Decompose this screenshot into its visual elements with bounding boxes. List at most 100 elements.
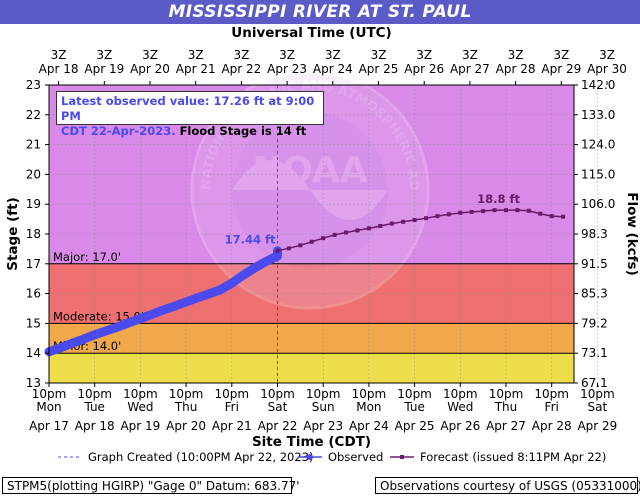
forecast-point <box>321 236 326 241</box>
x-tick-time: 10pm <box>397 387 432 401</box>
y2-tick-label: 67.1 <box>581 376 608 390</box>
forecast-point <box>492 208 497 213</box>
y2-tick-label: 98.3 <box>581 227 608 241</box>
x-tick-time: 10pm <box>352 387 387 401</box>
observed-point <box>252 265 258 271</box>
top-tick-z: 3Z <box>416 48 432 62</box>
observed-series-line <box>44 246 282 357</box>
x-tick-date: Apr 21 <box>212 419 252 433</box>
top-tick-date: Apr 21 <box>176 62 216 76</box>
top-tick-date: Apr 22 <box>221 62 261 76</box>
threshold-label-major: Major: 17.0' <box>53 250 121 264</box>
forecast-point <box>378 223 383 228</box>
y-tick-label: 22 <box>26 108 41 122</box>
x-tick-date: Apr 28 <box>532 419 572 433</box>
observed-point <box>92 332 98 338</box>
top-tick-date: Apr 26 <box>404 62 444 76</box>
top-tick-z: 3Z <box>553 48 569 62</box>
forecast-point <box>389 221 394 226</box>
x-tick-date: Apr 18 <box>75 419 115 433</box>
top-tick-date: Apr 20 <box>130 62 170 76</box>
svg-text:NOAA: NOAA <box>252 150 368 191</box>
right-axis-title: Flow (kcfs) <box>624 192 640 276</box>
x-tick-time: 10pm <box>580 387 615 401</box>
top-tick-date: Apr 30 <box>587 62 627 76</box>
observed-point <box>160 307 166 313</box>
plot-frame <box>48 84 575 384</box>
forecast-point <box>526 208 531 213</box>
observed-peak-label: 17.44 ft <box>225 233 276 247</box>
hydrograph-chart: NATIONAL OCEANIC AND ATMOSPHERIC ADMINIS… <box>5 25 640 464</box>
top-tick-date: Apr 28 <box>496 62 536 76</box>
top-tick-date: Apr 18 <box>39 62 79 76</box>
threshold-label-moderate: Moderate: 15.0' <box>53 309 144 323</box>
y-tick-label: 14 <box>26 346 41 360</box>
chart-title: MISSISSIPPI RIVER AT ST. PAUL <box>0 0 640 24</box>
x-tick-time: 10pm <box>169 387 204 401</box>
top-tick-date: Apr 23 <box>267 62 307 76</box>
x-tick-time: 10pm <box>306 387 341 401</box>
forecast-point <box>458 210 463 215</box>
x-tick-day: Wed <box>447 400 473 414</box>
observed-point <box>80 336 86 342</box>
legend-forecast-label: Forecast (issued 8:11PM Apr 22) <box>420 450 606 464</box>
x-tick-day: Thu <box>494 400 518 414</box>
info-box: Latest observed value: 17.26 ft at 9:00 … <box>56 91 324 138</box>
y-tick-label: 15 <box>26 316 41 330</box>
band-moderate <box>49 323 574 354</box>
forecast-point <box>355 228 360 233</box>
observed-point <box>103 328 109 334</box>
x-tick-date: Apr 25 <box>395 419 435 433</box>
legend-forecast-marker <box>400 455 404 459</box>
x-tick-date: Apr 20 <box>166 419 206 433</box>
y2-tick-label: 85.3 <box>581 287 608 301</box>
y2-tick-label: 124.0 <box>581 138 615 152</box>
x-tick-time: 10pm <box>123 387 158 401</box>
top-tick-z: 3Z <box>233 48 249 62</box>
top-tick-z: 3Z <box>462 48 478 62</box>
y2-tick-label: 73.1 <box>581 346 608 360</box>
legend-created-label: Graph Created (10:00PM Apr 22, 2023) <box>88 450 314 464</box>
footer-usgs: Observations courtesy of USGS (05331000) <box>375 477 640 494</box>
observed-point <box>194 295 201 301</box>
forecast-point <box>309 239 314 244</box>
y-tick-label: 20 <box>26 167 41 181</box>
y-tick-label: 18 <box>26 227 41 241</box>
observed-point <box>126 320 132 326</box>
x-tick-day: Sat <box>588 400 608 414</box>
top-tick-z: 3Z <box>51 48 67 62</box>
x-tick-day: Mon <box>356 400 381 414</box>
legend-observed-label: Observed <box>328 450 383 464</box>
forecast-point <box>435 214 440 219</box>
x-tick-time: 10pm <box>260 387 295 401</box>
y-tick-label: 19 <box>26 197 41 211</box>
x-tick-day: Fri <box>545 400 559 414</box>
top-tick-z: 3Z <box>279 48 295 62</box>
forecast-point <box>366 226 371 231</box>
y2-tick-label: 106.0 <box>581 197 615 211</box>
top-tick-z: 3Z <box>96 48 112 62</box>
top-tick-z: 3Z <box>325 48 341 62</box>
top-axis-title: Universal Time (UTC) <box>231 25 391 41</box>
observed-point <box>274 253 281 259</box>
x-tick-day: Sat <box>268 400 288 414</box>
band-minor <box>49 353 574 383</box>
forecast-point <box>469 209 474 214</box>
y2-tick-label: 133.0 <box>581 108 615 122</box>
forecast-point <box>412 217 417 222</box>
forecast-point <box>332 232 337 237</box>
top-tick-date: Apr 25 <box>359 62 399 76</box>
forecast-point <box>515 208 520 213</box>
top-tick-date: Apr 24 <box>313 62 353 76</box>
y2-tick-label: 115.0 <box>581 167 615 181</box>
info-date: CDT 22-Apr-2023. <box>61 124 176 138</box>
forecast-point <box>561 214 566 219</box>
x-tick-day: Tue <box>403 400 425 414</box>
x-tick-date: Apr 24 <box>349 419 389 433</box>
y-tick-label: 13 <box>26 376 41 390</box>
bottom-axis-title: Site Time (CDT) <box>252 434 371 450</box>
x-tick-date: Apr 22 <box>258 419 298 433</box>
x-tick-day: Wed <box>127 400 153 414</box>
left-axis-title: Stage (ft) <box>5 197 21 270</box>
info-line-2: CDT 22-Apr-2023. Flood Stage is 14 ft <box>61 124 319 139</box>
